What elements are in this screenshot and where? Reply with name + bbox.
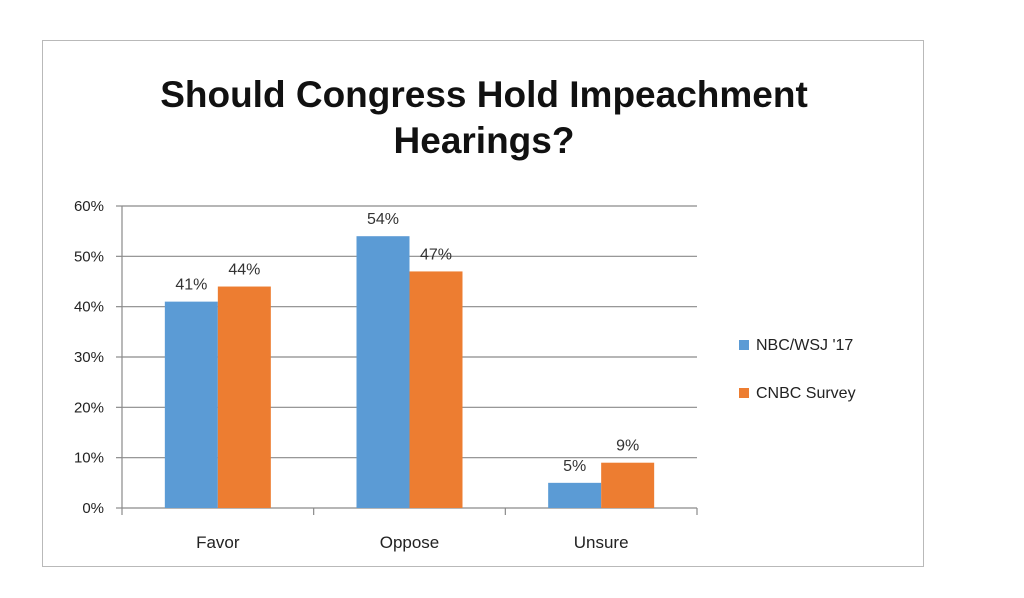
y-tick-label: 50% [74, 248, 104, 265]
bar-data-label: 5% [563, 458, 586, 475]
bar-data-label: 9% [616, 438, 639, 455]
bar-data-label: 41% [175, 277, 207, 294]
x-category-label: Oppose [380, 533, 440, 552]
legend-swatch [739, 340, 749, 350]
y-tick-label: 30% [74, 349, 104, 366]
chart-title-line-1: Should Congress Hold Impeachment [160, 74, 808, 115]
data-labels: 41% 54% 5% 44% 47% 9% [175, 211, 639, 475]
bar [217, 286, 271, 508]
x-category-label: Unsure [574, 533, 629, 552]
y-tick-label: 10% [74, 450, 104, 467]
y-tick-label: 0% [82, 500, 104, 517]
bar [164, 301, 218, 508]
y-tick-label: 40% [74, 299, 104, 316]
chart-title-line-2: Hearings? [393, 120, 575, 161]
bar [548, 482, 602, 508]
bars [164, 236, 655, 508]
bar-data-label: 44% [228, 262, 260, 279]
chart-title: Should Congress Hold Impeachment Hearing… [0, 72, 968, 164]
y-tick-label: 60% [74, 198, 104, 215]
legend-swatch [739, 388, 749, 398]
bar [409, 271, 463, 508]
bar-data-label: 47% [420, 246, 452, 263]
x-category-label: Favor [196, 533, 240, 552]
axes: 0% 10% 20% 30% 40% 50% 60% Favor Oppose Unsure [74, 198, 698, 552]
legend-label: CNBC Survey [756, 385, 856, 402]
y-tick-label: 20% [74, 399, 104, 416]
bar [356, 236, 410, 508]
bar [601, 462, 655, 508]
bar-data-label: 54% [367, 211, 399, 228]
legend: NBC/WSJ '17 CNBC Survey [739, 337, 856, 402]
legend-label: NBC/WSJ '17 [756, 337, 853, 354]
